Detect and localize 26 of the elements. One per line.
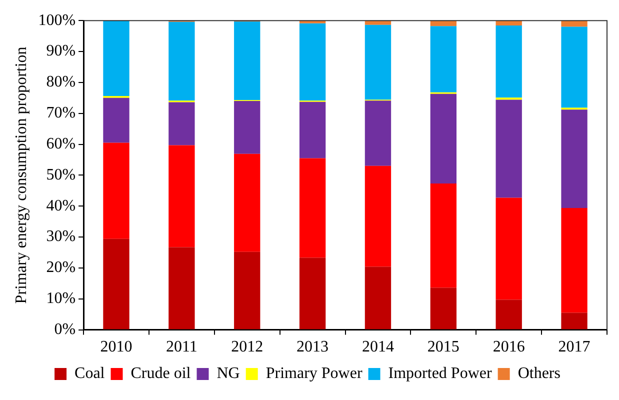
x-tick-label: 2011 <box>166 338 198 356</box>
y-tick-label: 50% <box>46 166 76 184</box>
legend-label: Coal <box>74 365 106 382</box>
x-tick-label: 2015 <box>427 338 460 356</box>
y-tick-label: 80% <box>46 74 76 91</box>
legend-label: NG <box>216 365 240 382</box>
x-tick-label: 2014 <box>362 338 394 356</box>
legend-label: Others <box>518 365 560 382</box>
x-tick-label: 2012 <box>231 338 264 356</box>
x-tick-label: 2017 <box>558 338 590 356</box>
y-tick-label: 0% <box>54 321 76 338</box>
x-tick-label: 2010 <box>100 338 132 356</box>
y-axis-title: Primary energy consumption proportion <box>12 46 30 304</box>
y-tick-label: 20% <box>46 259 76 276</box>
y-tick-label: 70% <box>46 104 76 122</box>
y-tick-label: 100% <box>38 12 76 29</box>
x-tick-label: 2016 <box>492 338 525 356</box>
legend-label: Crude oil <box>130 365 192 382</box>
y-tick-label: 30% <box>46 228 76 246</box>
legend-label: Imported Power <box>388 365 492 382</box>
x-tick-label: 2013 <box>296 338 329 356</box>
legend-label: Primary Power <box>266 365 363 382</box>
y-tick-label: 90% <box>46 42 76 60</box>
y-tick-label: 60% <box>46 135 76 152</box>
y-tick-label: 40% <box>46 197 76 214</box>
y-tick-label: 10% <box>46 290 76 308</box>
